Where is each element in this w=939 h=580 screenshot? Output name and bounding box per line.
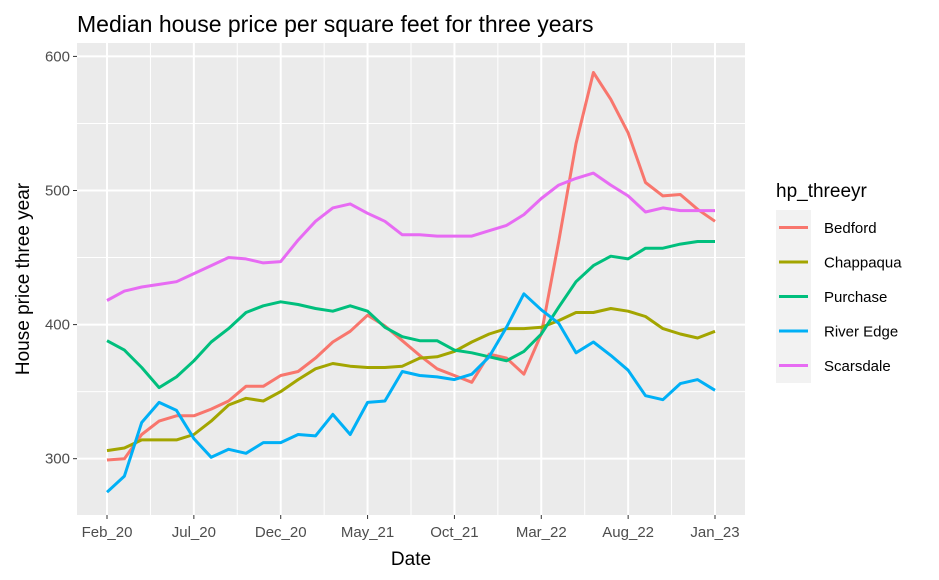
x-axis-title: Date (391, 549, 431, 570)
x-tick-label: Oct_21 (430, 524, 478, 541)
x-tick-label: Mar_22 (516, 524, 567, 541)
legend-label: Chappaqua (824, 255, 902, 272)
legend-item-bedford: Bedford (776, 210, 877, 245)
series-line-bedford (106, 71, 716, 462)
series-lines (105, 71, 716, 494)
legend-item-scarsdale: Scarsdale (776, 348, 891, 383)
legend: hp_threeyr Bedford Chappaqua Purchase River… (776, 181, 902, 383)
legend-item-river-edge: River Edge (776, 313, 898, 349)
legend-label: Scarsdale (824, 358, 891, 375)
y-tick-label: 500 (45, 183, 70, 200)
x-tick-label: Jan_23 (690, 524, 739, 541)
series-line-scarsdale (106, 171, 715, 302)
minor-gridlines (77, 43, 745, 515)
y-axis-title: House price three year (13, 182, 34, 375)
legend-label: Bedford (824, 220, 877, 237)
y-tick-label: 300 (45, 451, 70, 468)
major-gridlines (77, 43, 745, 515)
x-tick-label: Jul_20 (172, 524, 216, 541)
legend-label: Purchase (824, 289, 887, 306)
y-tick-label: 600 (45, 48, 70, 65)
y-axis: 300 400 500 600 (45, 48, 77, 468)
x-tick-label: Dec_20 (255, 524, 307, 541)
x-tick-label: Aug_22 (602, 524, 654, 541)
x-tick-label: May_21 (341, 524, 394, 541)
series-line-river-edge (105, 292, 716, 494)
legend-item-chappaqua: Chappaqua (776, 244, 902, 280)
legend-title: hp_threeyr (776, 181, 868, 202)
series-line-purchase (106, 240, 715, 390)
legend-items: Bedford Chappaqua Purchase River Edge Scarsd… (776, 210, 902, 383)
x-tick-label: Feb_20 (82, 524, 133, 541)
legend-label: River Edge (824, 324, 898, 341)
x-axis: Feb_20 Jul_20 Dec_20 May_21 Oct_21 Mar_22 Aug_… (82, 515, 740, 541)
chart-title: Median house price per square feet for t… (77, 11, 594, 37)
series-line-chappaqua (106, 307, 716, 453)
y-tick-label: 400 (45, 317, 70, 334)
legend-item-purchase: Purchase (776, 279, 887, 314)
